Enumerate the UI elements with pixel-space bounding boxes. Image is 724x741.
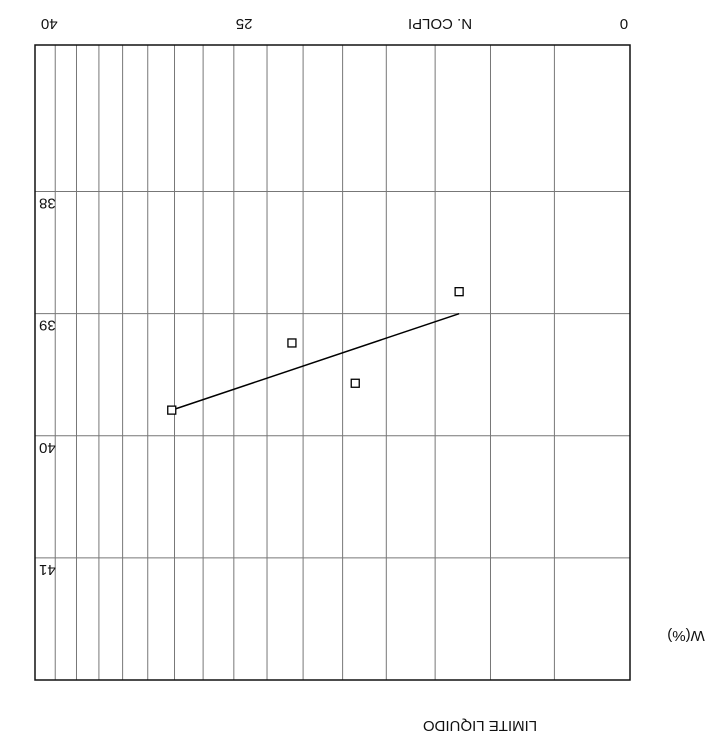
point	[287, 338, 297, 348]
y-tick-label: 38	[39, 195, 56, 212]
x-tick-label: 40	[41, 15, 58, 32]
plot-frame	[34, 44, 631, 681]
y-axis-label: W(%)	[667, 627, 705, 644]
trend-line	[171, 312, 460, 411]
chart-title: LIMITE LIQUIDO	[423, 717, 537, 734]
y-tick-label: 40	[39, 439, 56, 456]
y-tick-label: 41	[39, 561, 56, 578]
x-tick-label: 25	[236, 15, 253, 32]
y-tick-label: 39	[39, 317, 56, 334]
point	[454, 287, 464, 297]
x-tick-label: 0	[620, 15, 628, 32]
point	[350, 378, 360, 388]
point	[167, 405, 177, 415]
x-axis-label: N. COLPI	[408, 15, 472, 32]
